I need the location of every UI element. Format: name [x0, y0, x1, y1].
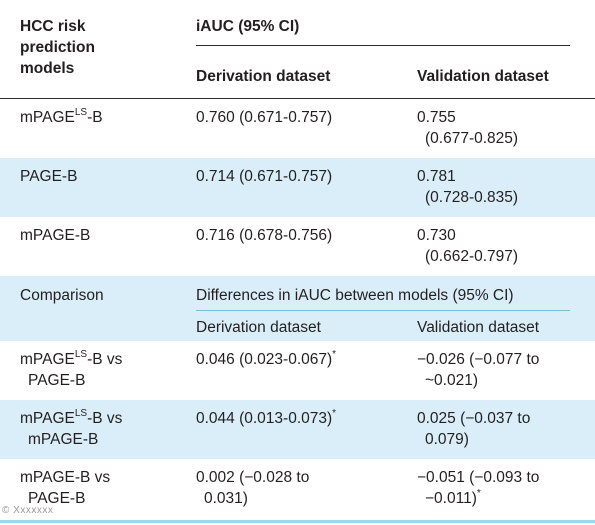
- table-row: mPAGELS-B vs mPAGE-B 0.044 (0.013-0.073)…: [0, 400, 595, 459]
- derivation-value: 0.714 (0.671-0.757): [196, 168, 333, 185]
- significance-mark: *: [332, 408, 337, 419]
- comparison-group-header: Differences in iAUC between models (95% …: [196, 287, 514, 304]
- comparison-model: mPAGELS-B vs PAGE-B: [20, 349, 123, 390]
- watermark-logo: © Xxxxxxx: [2, 505, 54, 516]
- validation-value: −0.026 (−0.077 to ~0.021): [417, 351, 540, 389]
- significance-mark: *: [476, 488, 481, 499]
- validation-value: 0.755 (0.677-0.825): [417, 109, 519, 147]
- derivation-value: 0.760 (0.671-0.757): [196, 109, 333, 126]
- table-row: PAGE-B 0.714 (0.671-0.757) 0.781 (0.728-…: [0, 158, 595, 217]
- model-header-line-2: prediction: [20, 39, 95, 56]
- table-row: mPAGE-B vs PAGE-B 0.002 (−0.028 to 0.031…: [0, 459, 595, 520]
- validation-header: Validation dataset: [417, 68, 549, 85]
- comparison-label: Comparison: [20, 287, 104, 304]
- validation-value: 0.730 (0.662-0.797): [417, 227, 519, 265]
- derivation-header: Derivation dataset: [196, 68, 331, 85]
- validation-value: −0.051 (−0.093 to −0.011)*: [417, 469, 540, 507]
- header-group-rule: [196, 45, 570, 46]
- comparison-validation-header: Validation dataset: [417, 319, 540, 336]
- model-header-line-3: models: [20, 60, 75, 77]
- iauc-group-header: iAUC (95% CI): [196, 18, 300, 35]
- table-row: mPAGE-B 0.716 (0.678-0.756) 0.730 (0.662…: [0, 217, 595, 276]
- comparison-subheader-rule: [196, 310, 570, 311]
- table-row: mPAGELS-B vs PAGE-B 0.046 (0.023-0.067)*…: [0, 341, 595, 400]
- derivation-value: 0.002 (−0.028 to 0.031): [196, 469, 310, 507]
- model-column-header: HCC risk prediction models: [20, 16, 95, 79]
- header-bottom-rule: [0, 98, 595, 99]
- derivation-value: 0.046 (0.023-0.067)*: [196, 349, 337, 369]
- derivation-value: 0.716 (0.678-0.756): [196, 227, 333, 244]
- comparison-header: Comparison Differences in iAUC between m…: [0, 276, 595, 341]
- comparison-derivation-header: Derivation dataset: [196, 319, 321, 336]
- validation-value: 0.781 (0.728-0.835): [417, 168, 519, 206]
- table-row: mPAGELS-B 0.760 (0.671-0.757) 0.755 (0.6…: [0, 99, 595, 158]
- comparison-model: mPAGE-B vs PAGE-B: [20, 469, 111, 507]
- derivation-value: 0.044 (0.013-0.073)*: [196, 408, 337, 428]
- validation-value: 0.025 (−0.037 to 0.079): [417, 410, 531, 448]
- comparison-model: mPAGELS-B vs mPAGE-B: [20, 408, 123, 449]
- model-name: mPAGE-B: [20, 227, 91, 244]
- table-header: HCC risk prediction models iAUC (95% CI)…: [0, 0, 595, 98]
- table-bottom-rule: [0, 520, 595, 523]
- model-name: mPAGELS-B: [20, 107, 103, 127]
- significance-mark: *: [332, 349, 337, 360]
- model-name: PAGE-B: [20, 168, 78, 185]
- model-header-line-1: HCC risk: [20, 18, 86, 35]
